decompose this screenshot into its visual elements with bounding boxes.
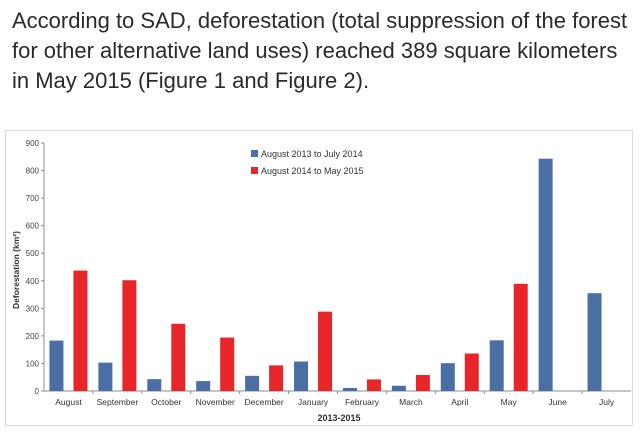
bar-series-2014-2015 [122,280,137,391]
chart-frame [5,130,633,426]
bar-series-2014-2015 [220,337,235,391]
legend-label: August 2013 to July 2014 [261,149,363,159]
bar-series-2014-2015 [318,311,333,391]
x-tick-label: April [451,397,468,407]
bar-series-2013-2014 [440,363,455,391]
bar-series-2013-2014 [294,361,309,391]
x-tick-label: July [599,397,615,407]
bar-series-2014-2015 [513,283,528,391]
legend-swatch [251,150,258,157]
bar-series-2014-2015 [73,270,88,391]
y-axis-label: Deforestation (km²) [11,231,21,309]
chart-axes: 0 100 200 300 400 500 600 700 800 900 August Septem… [26,139,631,407]
x-tick-label: January [298,397,329,407]
bar-series-2013-2014 [489,340,504,391]
bar-series-2014-2015 [171,323,186,391]
y-tick-label: 500 [26,249,40,258]
bar-series-2014-2015 [464,353,479,391]
bar-series-2013-2014 [245,375,260,391]
legend-label: August 2014 to May 2015 [261,166,364,176]
y-tick-label: 900 [26,139,40,148]
intro-paragraph: According to SAD, deforestation (total s… [12,8,628,93]
x-tick-label: February [345,397,380,407]
x-tick-label: March [399,397,423,407]
bar-series-2014-2015 [269,365,284,391]
bar-series-2013-2014 [342,387,357,391]
chart-bars [49,158,602,391]
x-tick-label: December [245,397,284,407]
bar-series-2013-2014 [196,381,211,391]
y-tick-label: 400 [26,277,40,286]
x-tick-label: May [501,397,518,407]
y-tick-label: 300 [26,304,40,313]
bar-series-2014-2015 [366,379,381,391]
x-tick-label: September [97,397,139,407]
bar-series-2013-2014 [98,362,113,391]
x-tick-label: November [196,397,235,407]
x-tick-label: August [55,397,82,407]
bar-series-2013-2014 [391,385,406,391]
bar-series-2013-2014 [49,340,64,391]
y-tick-label: 800 [26,167,40,176]
x-tick-label: June [548,397,567,407]
legend-swatch [251,167,258,174]
x-tick-label: October [151,397,181,407]
y-tick-label: 100 [26,359,40,368]
y-tick-label: 600 [26,222,40,231]
chart-legend: August 2013 to July 2014 August 2014 to M… [251,149,364,176]
y-tick-label: 200 [26,332,40,341]
bar-series-2013-2014 [147,379,162,391]
y-tick-label: 700 [26,194,40,203]
bar-series-2013-2014 [587,293,602,391]
bar-series-2013-2014 [538,158,553,391]
x-axis-label: 2013-2015 [317,413,360,423]
y-tick-label: 0 [35,387,40,396]
bar-series-2014-2015 [415,375,430,391]
